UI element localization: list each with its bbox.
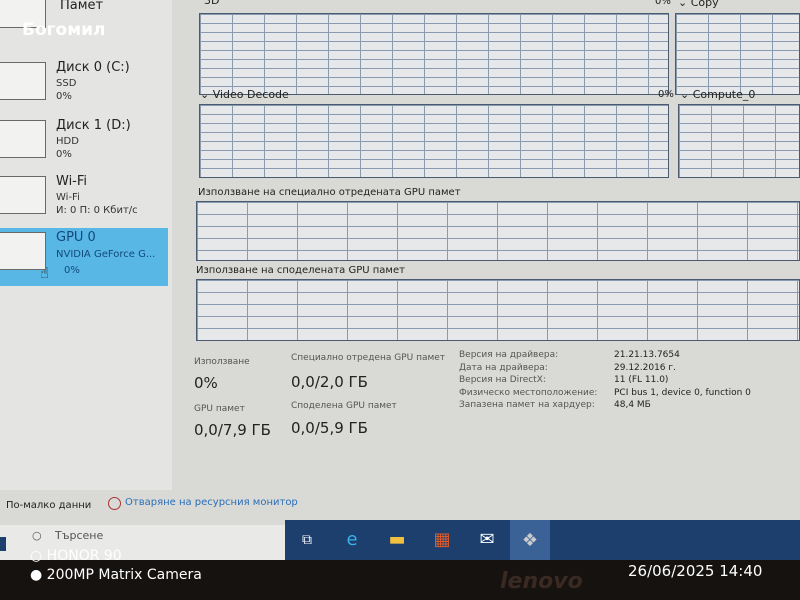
shared-value: 0,0/5,9 ГБ (291, 419, 368, 437)
gpu-thumbnail (0, 232, 46, 270)
item-title: Wi-Fi (56, 174, 88, 189)
detail-key: Физическо местоположение: (459, 387, 598, 398)
search-placeholder: Търсене (55, 529, 104, 542)
sidebar-item-memory[interactable]: Памет (0, 0, 168, 42)
video-decode-label: Video Decode (212, 88, 289, 101)
taskbar-search[interactable]: ○ Търсене (0, 525, 285, 560)
item-sub: HDD (56, 136, 79, 147)
detail-value: 29.12.2016 г. (614, 362, 676, 373)
compute-pct: 0% (658, 89, 674, 100)
shared-graph-label: Използване на споделената GPU памет (196, 265, 405, 276)
detail-key: Версия на драйвера: (459, 350, 559, 360)
item-title: Памет (60, 0, 104, 13)
graph-compute (678, 104, 800, 178)
copy-dropdown[interactable]: ⌄ Copy (678, 0, 719, 9)
detail-key: Запазена памет на хардуер: (459, 400, 595, 410)
usage-label: Използване (194, 357, 250, 367)
open-resource-monitor-link[interactable]: Отваряне на ресурсния монитор (125, 497, 298, 508)
start-button[interactable] (0, 537, 6, 551)
camera-model: ○ HONOR 90 (30, 548, 122, 564)
graph-3d-label: 3D (204, 0, 220, 7)
gpu-memory-label: GPU памет (194, 404, 245, 414)
dedicated-label: Специално отредена GPU памет (291, 353, 446, 363)
copy-label: Copy (690, 0, 719, 9)
item-sub: SSD (56, 78, 77, 89)
camera-name: ● 200MP Matrix Camera (30, 567, 202, 583)
copy-pct: 0% (655, 0, 671, 7)
item-value: И: 0 П: 0 Кбит/с (56, 205, 138, 216)
sidebar-item-disk0[interactable]: Диск 0 (C:) SSD 0% (0, 58, 168, 114)
camera-model-text: HONOR 90 (46, 548, 122, 564)
store-icon[interactable]: ▦ (433, 529, 451, 550)
detail-value: 21.21.13.7654 (614, 350, 680, 360)
bezel: lenovo (0, 560, 800, 600)
wifi-thumbnail (0, 176, 46, 214)
item-sub: Wi-Fi (56, 192, 80, 203)
search-icon: ○ (32, 529, 42, 542)
gpu-memory-value: 0,0/7,9 ГБ (194, 421, 271, 439)
task-view-icon[interactable]: ⧉ (302, 532, 312, 548)
disk0-thumbnail (0, 62, 46, 100)
item-value: 0% (64, 265, 80, 276)
sidebar-item-gpu0[interactable]: GPU 0 NVIDIA GeForce G... 0% ☝ (0, 228, 168, 286)
detail-value: 48,4 МБ (614, 400, 651, 410)
detail-value: 11 (FL 11.0) (614, 375, 669, 385)
hand-cursor-icon: ☝ (40, 264, 50, 282)
graph-shared-memory (196, 279, 800, 341)
shared-label: Споделена GPU памет (291, 401, 397, 411)
overlay-name: Богомил (22, 20, 106, 40)
sidebar: Памет Диск 0 (C:) SSD 0% Диск 1 (D:) HDD… (0, 0, 172, 490)
mail-icon[interactable]: ✉ (479, 529, 495, 550)
task-manager-icon[interactable]: ❖ (510, 520, 550, 562)
video-decode-dropdown[interactable]: ⌄ Video Decode (200, 88, 289, 101)
photo-datetime: 26/06/2025 14:40 (628, 562, 763, 580)
graph-copy (675, 13, 800, 95)
item-value: 0% (56, 91, 72, 102)
detail-key: Версия на DirectX: (459, 375, 546, 385)
sidebar-item-wifi[interactable]: Wi-Fi Wi-Fi И: 0 П: 0 Кбит/с (0, 172, 168, 228)
resource-monitor-icon (108, 497, 121, 510)
dedicated-value: 0,0/2,0 ГБ (291, 373, 368, 391)
usage-value: 0% (194, 374, 218, 392)
item-title: Диск 0 (C:) (56, 60, 130, 75)
item-title: GPU 0 (56, 230, 96, 245)
memory-thumbnail (0, 0, 46, 28)
detail-key: Дата на драйвера: (459, 362, 548, 373)
item-title: Диск 1 (D:) (56, 118, 131, 133)
graph-dedicated-memory (196, 201, 800, 261)
file-explorer-icon[interactable]: ▬ (388, 529, 406, 550)
lenovo-logo: lenovo (500, 569, 583, 594)
camera-name-text: 200MP Matrix Camera (46, 567, 202, 583)
graph-video-decode (199, 104, 669, 178)
graph-3d (199, 13, 669, 95)
compute-label: Compute_0 (692, 88, 756, 101)
item-value: 0% (56, 149, 72, 160)
compute-dropdown[interactable]: ⌄ Compute_0 (680, 88, 756, 101)
sidebar-item-disk1[interactable]: Диск 1 (D:) HDD 0% (0, 116, 168, 172)
edge-icon[interactable]: e (346, 529, 358, 550)
disk1-thumbnail (0, 120, 46, 158)
dedicated-graph-label: Използване на специално отредената GPU п… (198, 187, 461, 198)
item-sub: NVIDIA GeForce G... (56, 249, 156, 260)
detail-value: PCI bus 1, device 0, function 0 (614, 387, 751, 398)
taskbar: ⧉ e ▬ ▦ ✉ ❖ (285, 520, 800, 562)
fewer-details-button[interactable]: По-малко данни (6, 500, 92, 511)
